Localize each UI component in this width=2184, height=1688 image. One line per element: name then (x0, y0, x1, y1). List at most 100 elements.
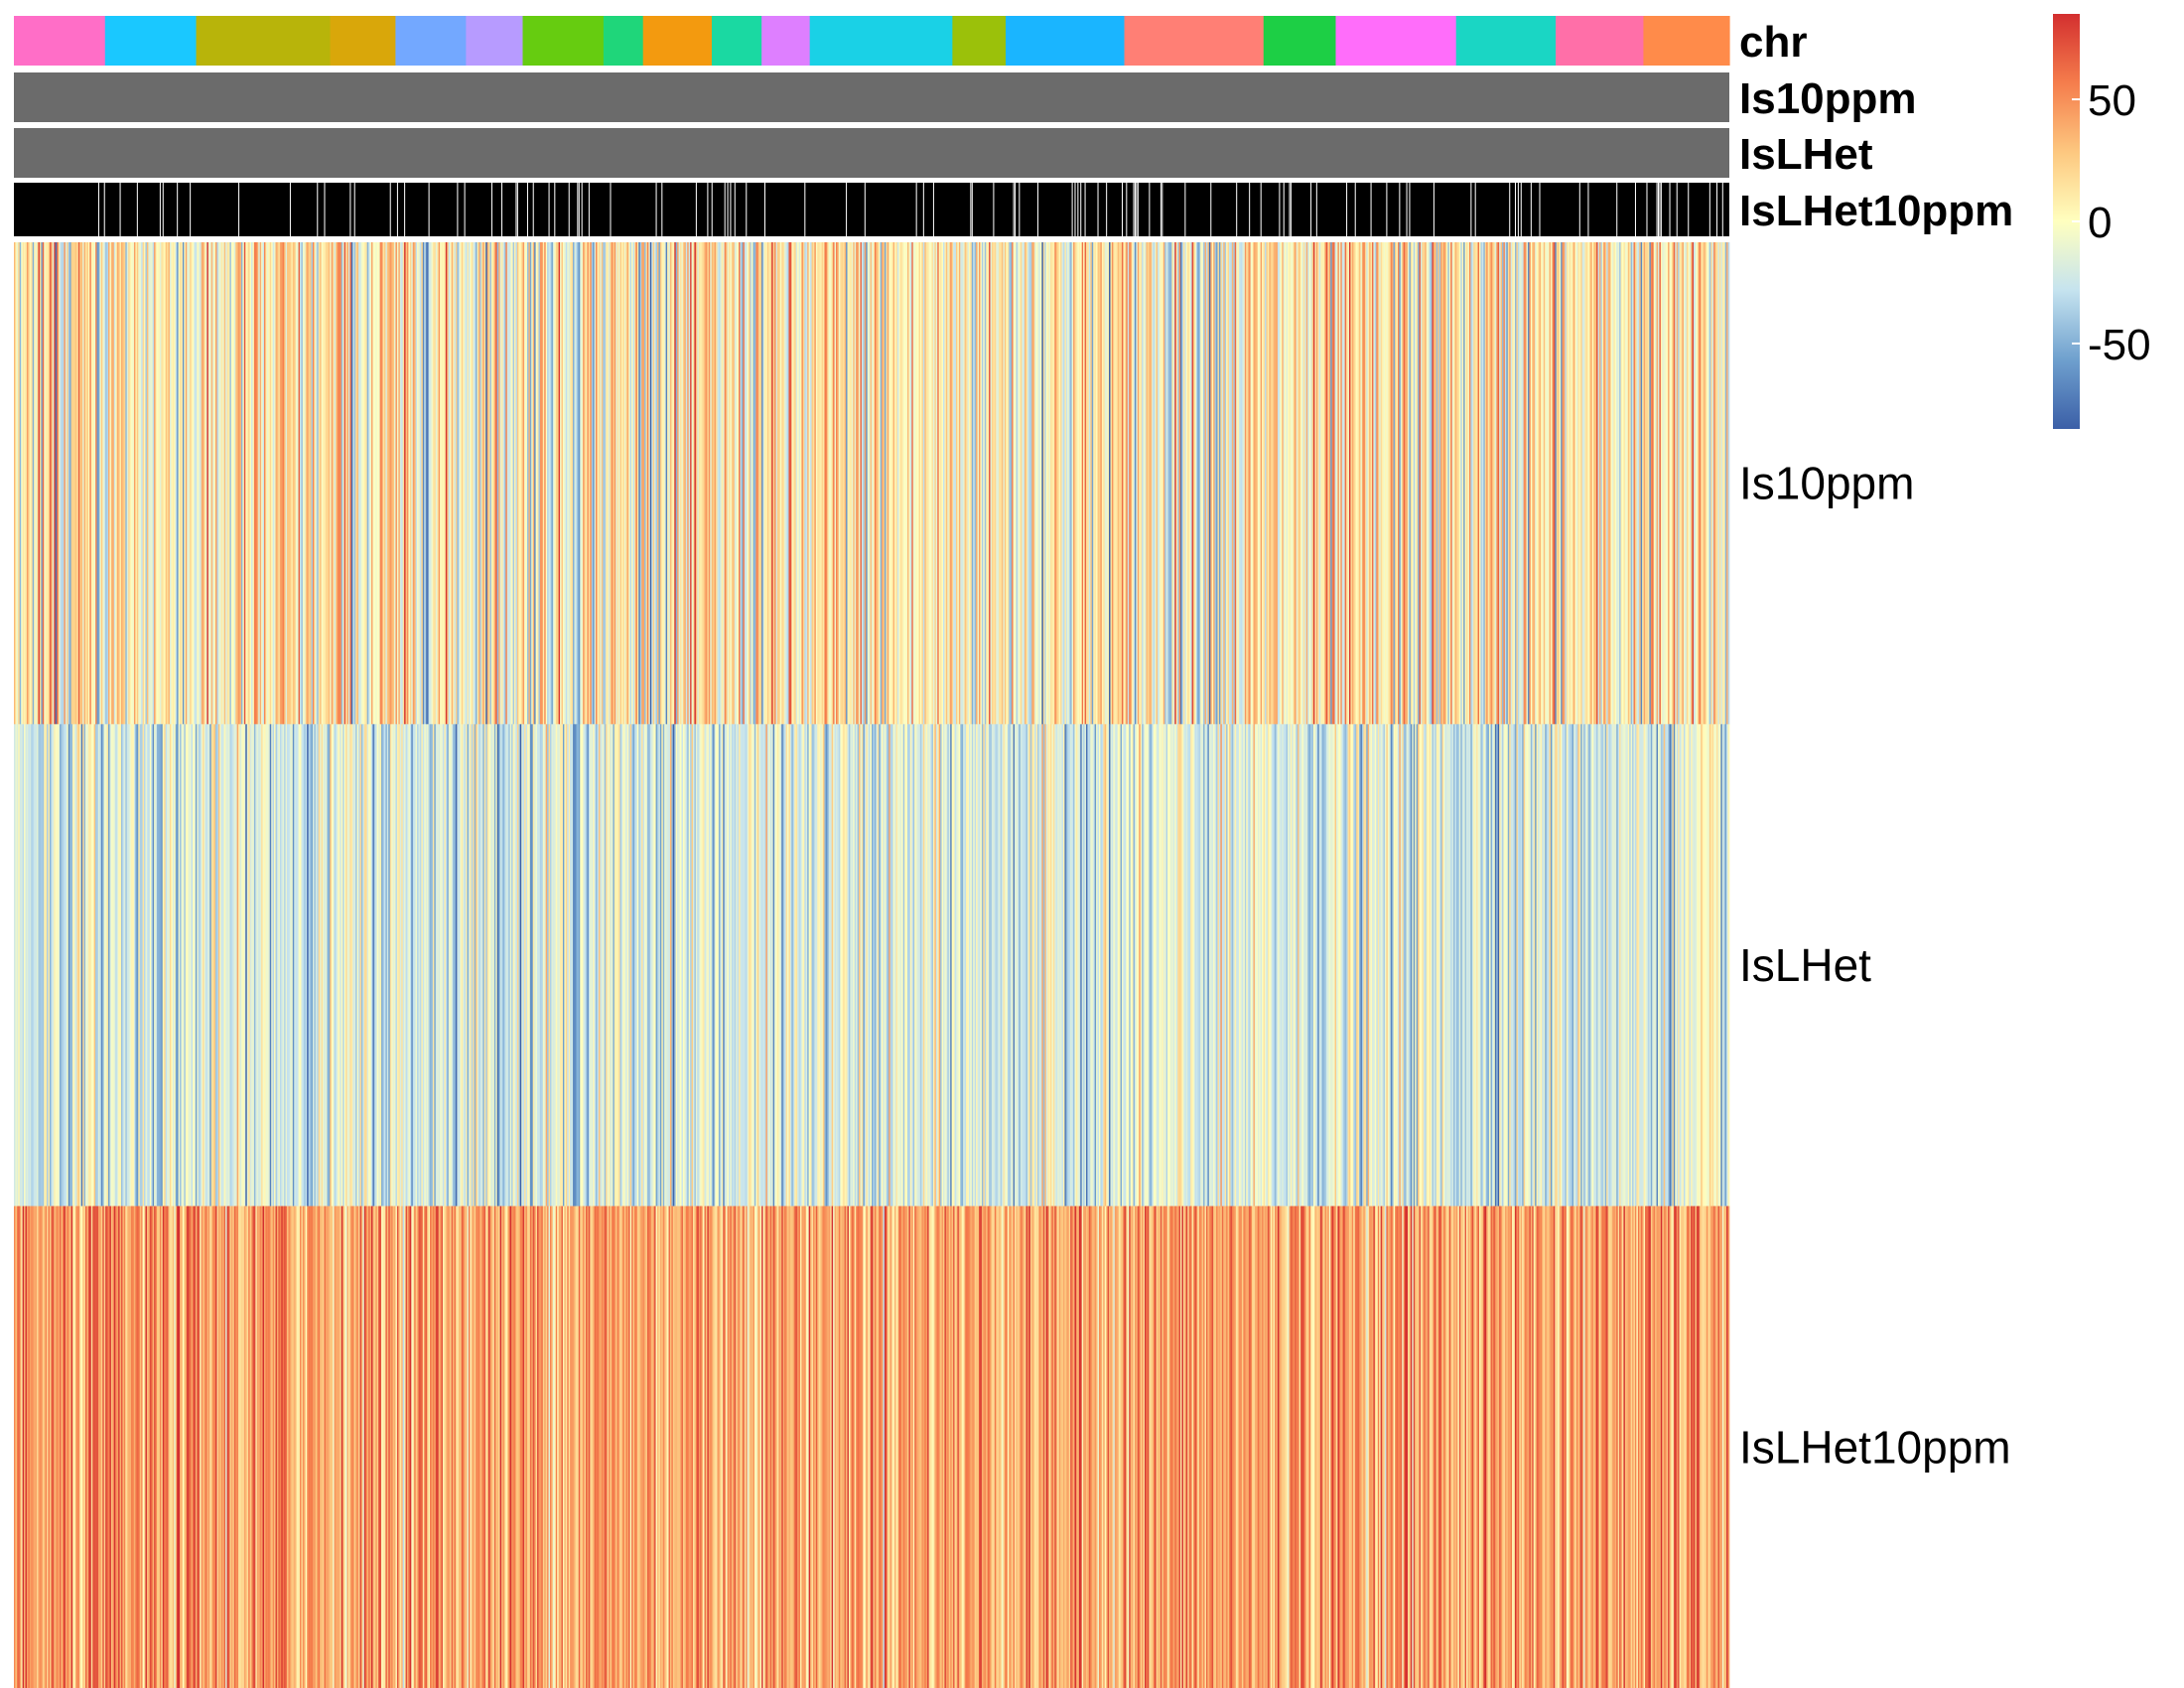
heatmap-cell (811, 1205, 814, 1688)
heatmap-cell (123, 724, 126, 1207)
heatmap-cell (1718, 1205, 1721, 1688)
annotation-mark (1406, 183, 1408, 236)
heatmap-cell (1454, 1205, 1457, 1688)
heatmap-cell (242, 1205, 245, 1688)
heatmap-cell (1584, 1205, 1587, 1688)
heatmap-cell (626, 242, 629, 725)
heatmap-cell (44, 242, 47, 725)
heatmap-cell (511, 242, 513, 725)
heatmap-cell (573, 242, 575, 725)
heatmap-cell (1530, 242, 1533, 725)
heatmap-cell (1139, 242, 1142, 725)
heatmap-cell (415, 1205, 418, 1688)
heatmap-cell (1483, 724, 1486, 1207)
heatmap-cell (90, 242, 93, 725)
heatmap-cell (1392, 242, 1394, 725)
heatmap-cell (1727, 724, 1730, 1207)
heatmap-cell (684, 724, 687, 1207)
heatmap-cell (167, 1205, 169, 1688)
heatmap-cell (781, 724, 784, 1207)
heatmap-cell (609, 724, 611, 1207)
heatmap-cell (1626, 724, 1629, 1207)
heatmap-cell (1075, 242, 1078, 725)
heatmap-cell (1487, 242, 1490, 725)
heatmap-cell (1678, 724, 1680, 1207)
heatmap-cell (1675, 724, 1678, 1207)
heatmap-cell (1453, 242, 1455, 725)
heatmap-cell (1431, 242, 1433, 725)
heatmap-cell (638, 1205, 641, 1688)
heatmap-cell (1114, 242, 1117, 725)
heatmap-cell (824, 724, 827, 1207)
heatmap-cell (389, 1205, 392, 1688)
heatmap-cell (1134, 242, 1137, 725)
heatmap-cell (157, 242, 159, 725)
heatmap-cell (1216, 1205, 1218, 1688)
heatmap-cell (1695, 242, 1698, 725)
heatmap-cell (876, 1205, 879, 1688)
heatmap-cell (583, 242, 585, 725)
heatmap-cell (1360, 242, 1363, 725)
annotation-mark (1346, 183, 1348, 236)
heatmap-cell (1440, 724, 1442, 1207)
heatmap-cell (1713, 242, 1715, 725)
heatmap-cell (1320, 242, 1322, 725)
heatmap-cell (252, 724, 255, 1207)
heatmap-cell (474, 242, 477, 725)
heatmap-cell (363, 1205, 366, 1688)
heatmap-cell (165, 724, 168, 1207)
heatmap-cell (97, 1205, 100, 1688)
annotation-mark (1160, 183, 1161, 236)
heatmap-cell (230, 724, 233, 1207)
heatmap-cell (256, 724, 259, 1207)
heatmap-cell (52, 724, 55, 1207)
heatmap-cell (798, 242, 801, 725)
heatmap-cell (710, 1205, 713, 1688)
chr-segment-6 (466, 16, 524, 66)
heatmap-cell (204, 724, 206, 1207)
heatmap-cell (1397, 1205, 1400, 1688)
heatmap-cell (511, 724, 513, 1207)
heatmap-cell (269, 1205, 272, 1688)
heatmap-cell (418, 242, 421, 725)
heatmap-cell (337, 242, 340, 725)
heatmap-cell (1337, 242, 1340, 725)
heatmap-cell (987, 724, 990, 1207)
heatmap-cell (1434, 1205, 1437, 1688)
heatmap-cell (1064, 242, 1067, 725)
heatmap-cell (1354, 242, 1357, 725)
heatmap-cell (398, 242, 401, 725)
heatmap-cell (1470, 1205, 1473, 1688)
heatmap-cell (312, 242, 315, 725)
heatmap-cell (305, 242, 308, 725)
heatmap-cell (320, 724, 322, 1207)
heatmap-cell (1297, 242, 1299, 725)
heatmap-cell (1455, 242, 1458, 725)
heatmap-cell (1382, 724, 1384, 1207)
heatmap-cell (1087, 724, 1090, 1207)
annotation-mark (1137, 183, 1139, 236)
annotation-mark (1517, 183, 1519, 236)
heatmap-cell (61, 1205, 64, 1688)
heatmap-cell (431, 1205, 434, 1688)
heatmap-cell (616, 724, 619, 1207)
annotation-mark (1354, 183, 1356, 236)
heatmap-cell (731, 242, 734, 725)
heatmap-cell (1720, 242, 1723, 725)
heatmap-cell (1649, 724, 1652, 1207)
heatmap-cell (830, 242, 833, 725)
heatmap-cell (1223, 1205, 1226, 1688)
heatmap-cell (1558, 724, 1560, 1207)
heatmap-cell (1717, 724, 1720, 1207)
heatmap-cell (396, 724, 399, 1207)
heatmap-cell (987, 1205, 990, 1688)
heatmap-cell (450, 242, 452, 725)
heatmap-cell (1410, 1205, 1413, 1688)
heatmap-cell (1555, 724, 1558, 1207)
heatmap-cell (682, 242, 685, 725)
heatmap-cell (1032, 242, 1035, 725)
heatmap-cell (1627, 1205, 1630, 1688)
heatmap-cell (1110, 724, 1113, 1207)
heatmap-cell (1145, 242, 1147, 725)
heatmap-cell (1503, 242, 1506, 725)
